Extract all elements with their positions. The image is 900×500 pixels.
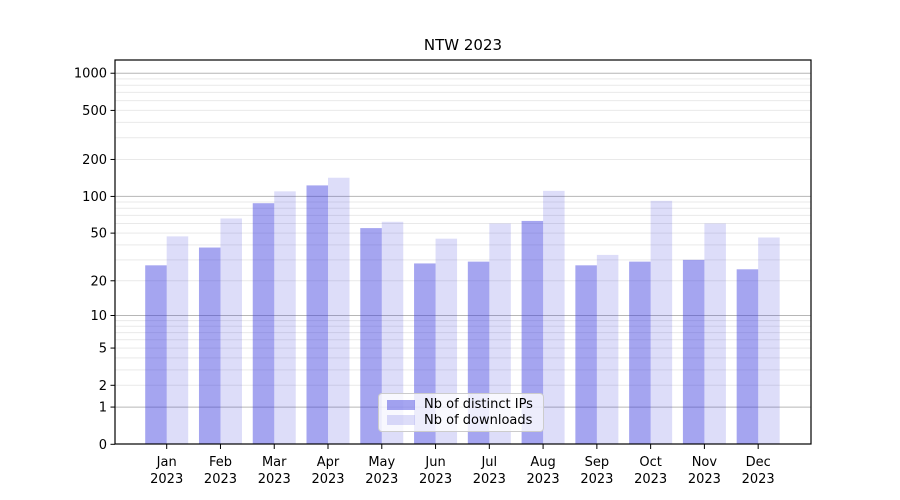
x-tick-label-year-dec: 2023 — [742, 472, 775, 487]
x-tick-label-month-jul: Jul — [480, 455, 497, 470]
bar-distinct-ips-jan — [145, 265, 167, 444]
legend-item-downloads: Nb of downloads — [387, 413, 535, 428]
bar-distinct-ips-oct — [629, 261, 651, 444]
bar-downloads-jul — [489, 223, 511, 444]
x-tick-label-month-feb: Feb — [209, 455, 232, 470]
bar-downloads-sep — [596, 254, 619, 444]
bar-distinct-ips-may — [360, 228, 382, 444]
x-tick-label-year-jun: 2023 — [419, 472, 452, 487]
y-tick-label-100: 100 — [82, 190, 107, 205]
legend-swatch-downloads — [387, 415, 415, 426]
chart-title: NTW 2023 — [423, 36, 503, 54]
bar-distinct-ips-apr — [306, 185, 329, 444]
y-tick-label-1000: 1000 — [74, 67, 107, 82]
bar-downloads-nov — [704, 223, 726, 444]
x-tick-label-month-oct: Oct — [639, 455, 661, 470]
bar-downloads-jun — [435, 238, 458, 444]
x-tick-label-month-aug: Aug — [530, 455, 555, 470]
bar-downloads-may — [381, 221, 404, 444]
x-tick-label-year-sep: 2023 — [580, 472, 613, 487]
x-tick-label-month-jan: Jan — [156, 455, 177, 470]
bar-downloads-apr — [328, 177, 350, 445]
legend-label-distinct-ips: Nb of distinct IPs — [424, 397, 533, 413]
y-tick-label-1: 1 — [99, 401, 107, 416]
x-tick-label-month-sep: Sep — [585, 455, 610, 470]
bar-downloads-aug — [543, 190, 565, 444]
y-tick-label-50: 50 — [90, 227, 107, 242]
x-tick-label-month-nov: Nov — [692, 455, 718, 470]
plot-border — [114, 59, 812, 445]
y-tick-label-200: 200 — [82, 153, 107, 168]
bar-downloads-oct — [650, 200, 673, 444]
bar-distinct-ips-feb — [198, 247, 221, 444]
x-tick-label-year-jul: 2023 — [473, 472, 506, 487]
x-tick-label-month-may: May — [368, 455, 395, 470]
x-tick-label-month-apr: Apr — [317, 455, 340, 470]
y-tick-label-0: 0 — [99, 438, 107, 453]
x-tick-label-year-jan: 2023 — [150, 472, 183, 487]
x-tick-label-month-jun: Jun — [424, 455, 445, 470]
x-tick-label-year-aug: 2023 — [527, 472, 560, 487]
y-tick-label-10: 10 — [90, 309, 107, 324]
bar-downloads-feb — [220, 218, 242, 444]
legend: Nb of distinct IPs Nb of downloads — [378, 393, 544, 432]
y-tick-label-20: 20 — [90, 274, 107, 289]
bar-distinct-ips-nov — [682, 259, 705, 444]
y-tick-label-5: 5 — [99, 342, 107, 357]
x-tick-label-year-may: 2023 — [365, 472, 398, 487]
y-tick-label-500: 500 — [82, 104, 107, 119]
x-tick-label-month-mar: Mar — [262, 455, 287, 470]
bar-downloads-jan — [166, 236, 189, 444]
legend-item-distinct-ips: Nb of distinct IPs — [387, 397, 535, 412]
bar-distinct-ips-mar — [252, 203, 275, 444]
bar-downloads-mar — [274, 191, 296, 444]
legend-swatch-ips — [387, 399, 415, 410]
x-tick-label-year-nov: 2023 — [688, 472, 721, 487]
x-tick-label-year-feb: 2023 — [204, 472, 237, 487]
x-tick-label-year-apr: 2023 — [311, 472, 344, 487]
bar-downloads-dec — [758, 237, 780, 444]
x-tick-label-year-oct: 2023 — [634, 472, 667, 487]
bar-distinct-ips-dec — [736, 269, 759, 444]
bar-distinct-ips-aug — [521, 220, 544, 444]
bar-distinct-ips-sep — [575, 265, 597, 444]
x-tick-label-month-dec: Dec — [746, 455, 771, 470]
x-tick-label-year-mar: 2023 — [258, 472, 291, 487]
legend-label-downloads: Nb of downloads — [424, 412, 533, 428]
y-tick-label-2: 2 — [99, 379, 107, 394]
